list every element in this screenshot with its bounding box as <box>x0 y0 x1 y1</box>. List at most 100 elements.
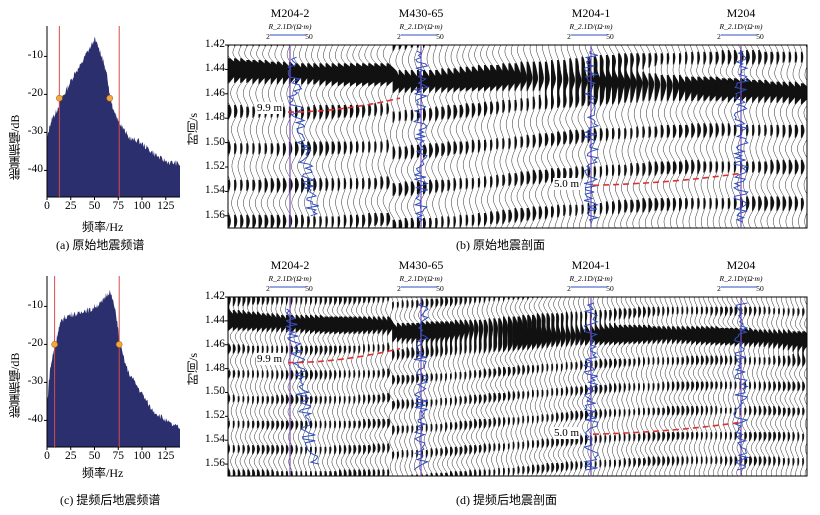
resistivity-curve <box>287 56 319 217</box>
wiggle-fill <box>453 68 464 228</box>
y-tick-label: 1.48 <box>204 111 225 124</box>
y-tick-label: 1.50 <box>204 385 225 398</box>
y-tick-label: 1.56 <box>204 457 225 470</box>
wiggle-trace <box>803 45 807 228</box>
wiggle-trace <box>557 297 566 476</box>
wiggle-fill <box>374 63 388 227</box>
wiggle-fill <box>605 55 613 215</box>
wiggle-fill <box>252 297 262 476</box>
wiggle-trace <box>784 297 796 476</box>
wiggle-fill <box>569 58 575 217</box>
wiggle-fill <box>618 308 629 468</box>
wiggle-trace <box>683 297 695 476</box>
thickness-trend-line <box>287 97 401 113</box>
wiggle-trace <box>797 45 807 228</box>
wiggle-trace <box>755 297 766 476</box>
wiggle-fill <box>271 297 279 476</box>
wiggle-fill <box>624 53 631 213</box>
wiggle-trace <box>567 297 576 476</box>
wiggle-trace <box>712 297 727 476</box>
wiggle-fill <box>441 45 451 228</box>
curve-unit: R_2.1D/(Ω·m) <box>268 274 312 283</box>
wiggle-fill <box>679 53 686 212</box>
wiggle-fill <box>696 306 706 465</box>
y-tick-label: -20 <box>27 337 43 350</box>
wiggle-trace <box>754 45 768 228</box>
wiggle-fill <box>551 60 556 218</box>
wiggle-fill <box>228 45 239 228</box>
wiggle-trace <box>799 297 807 476</box>
wiggle-fill <box>295 63 303 228</box>
curve-scale-max: 50 <box>756 284 764 293</box>
y-tick-label: 1.52 <box>204 409 225 422</box>
seismic-traces <box>228 297 807 476</box>
thickness-trend-line <box>287 347 401 364</box>
wiggle-fill <box>753 306 761 467</box>
y-tick-label: -40 <box>27 163 43 176</box>
wiggle-fill <box>498 297 503 476</box>
resistivity-curve <box>733 302 750 471</box>
wiggle-trace <box>693 297 706 476</box>
wiggle-trace <box>577 297 586 476</box>
wiggle-fill <box>300 297 308 476</box>
curve-unit: R_2.1D/(Ω·m) <box>399 274 443 283</box>
y-tick-label: 1.54 <box>204 184 225 197</box>
thickness-trend-line <box>592 172 742 187</box>
wiggle-fill <box>398 45 408 228</box>
curve-scale-max: 50 <box>606 284 614 293</box>
wiggle-fill <box>527 297 534 475</box>
wiggle-trace <box>681 45 693 228</box>
wiggle-fill <box>396 301 405 476</box>
wiggle-fill <box>643 306 652 467</box>
wiggle-trace <box>748 45 763 228</box>
wiggle-fill <box>252 45 264 228</box>
wiggle-fill <box>247 297 257 476</box>
wiggle-trace <box>656 45 667 228</box>
wiggle-fill <box>459 297 465 476</box>
wiggle-fill <box>232 297 243 476</box>
curve-scale-max: 50 <box>305 32 313 41</box>
curve-scale-min: 2 <box>266 284 270 293</box>
wiggle-fill <box>270 45 281 228</box>
wiggle-fill <box>739 306 749 467</box>
wiggle-trace <box>407 45 420 228</box>
spectrum-a-xlabel: 频率/Hz <box>82 220 124 234</box>
x-tick-label: 50 <box>88 200 101 212</box>
well-name: M204-1 <box>571 6 611 20</box>
well-name: M204 <box>726 258 756 272</box>
resistivity-curve <box>284 308 320 465</box>
wiggle-fill <box>671 306 679 467</box>
wiggle-fill <box>282 45 292 228</box>
wiggle-trace <box>772 45 785 228</box>
wiggle-fill <box>594 310 602 468</box>
wiggle-fill <box>575 58 582 217</box>
wiggle-trace <box>649 297 661 476</box>
wiggle-trace <box>535 45 544 228</box>
wiggle-trace <box>722 297 736 476</box>
section-frame <box>227 296 808 477</box>
wiggle-trace <box>620 297 634 476</box>
wiggle-trace <box>742 45 757 228</box>
wiggle-fill <box>546 297 552 473</box>
wiggle-fill <box>800 51 807 212</box>
wiggle-trace <box>591 297 603 476</box>
wiggle-fill <box>612 55 619 215</box>
wiggle-trace <box>596 45 607 228</box>
y-tick-label: 1.48 <box>204 361 225 374</box>
curve-scale-max: 50 <box>756 32 764 41</box>
wiggle-trace <box>431 45 444 228</box>
thickness-label: 9.9 m <box>256 102 284 115</box>
y-tick-label: 1.44 <box>204 62 225 75</box>
wiggle-trace <box>471 297 479 476</box>
y-tick-label: 1.52 <box>204 160 225 172</box>
x-tick-label: 75 <box>112 450 125 462</box>
curve-unit: R_2.1D/(Ω·m) <box>268 22 312 31</box>
wiggle-trace <box>794 297 807 476</box>
curve-unit: R_2.1D/(Ω·m) <box>399 22 443 31</box>
wiggle-fill <box>648 53 654 213</box>
wiggle-trace <box>582 297 592 476</box>
wiggle-fill <box>295 297 303 476</box>
wiggle-fill <box>614 308 624 468</box>
well-name: M430-65 <box>398 258 444 272</box>
